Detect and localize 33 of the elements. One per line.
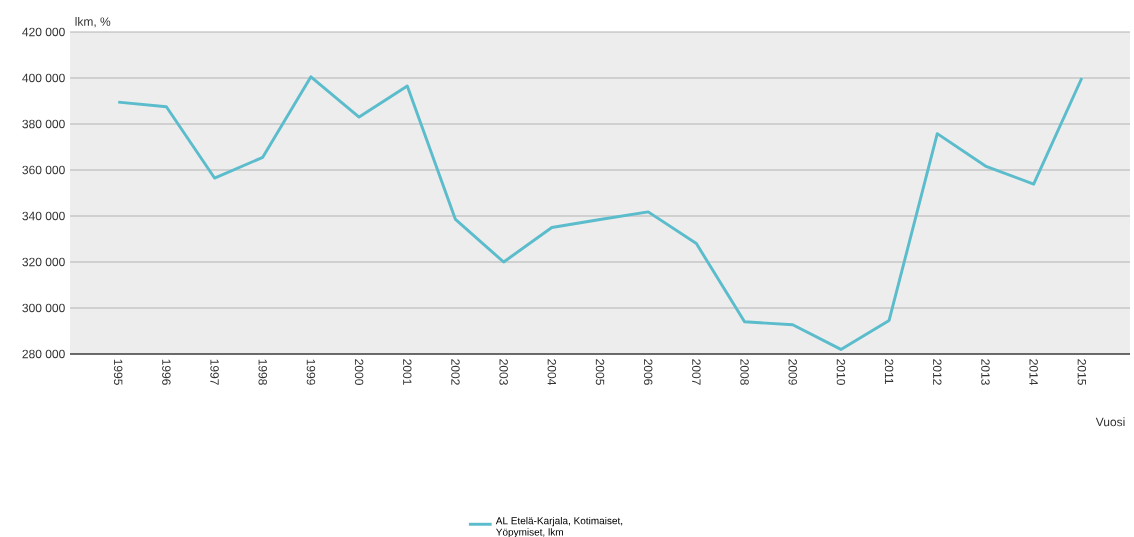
- y-tick-label: 420 000: [22, 27, 65, 37]
- x-tick-label: 2013: [981, 359, 990, 385]
- y-tick-label: 380 000: [22, 119, 65, 129]
- x-axis-title: Vuosi: [1095, 417, 1125, 427]
- y-tick-label: 280 000: [22, 349, 65, 359]
- x-tick-label: 2014: [1029, 359, 1038, 386]
- legend-label: AL Etelä-Karjala, Kotimaiset, Yöpymiset, lkm: [495, 516, 623, 537]
- y-tick-label: 300 000: [22, 303, 65, 313]
- x-tick-label: 1998: [258, 359, 267, 385]
- y-tick-label: 360 000: [22, 165, 65, 175]
- x-tick-label: 2000: [354, 359, 364, 385]
- x-tick-label: 2003: [499, 359, 508, 385]
- x-tick-label: 2011: [884, 359, 894, 384]
- y-tick-label: 340 000: [22, 211, 65, 221]
- x-tick-label: 1995: [113, 359, 123, 385]
- line-series: [116, 75, 1084, 351]
- x-tick-label: 2004: [547, 359, 557, 386]
- x-tick-label: 2015: [1077, 359, 1087, 385]
- y-tick-label: 400 000: [22, 73, 65, 83]
- y-tick-label: 320 000: [22, 257, 65, 267]
- x-tick-label: 2006: [643, 359, 653, 385]
- x-tick-label: 2007: [692, 359, 701, 385]
- x-tick-label: 2001: [403, 359, 412, 385]
- x-tick-label: 2005: [595, 359, 605, 385]
- x-tick-label: 2008: [740, 359, 749, 385]
- x-tick-label: 1996: [162, 359, 171, 385]
- x-tick-label: 2002: [451, 359, 460, 385]
- y-axis-title: lkm, %: [75, 17, 111, 28]
- x-tick-label: 2009: [788, 359, 797, 385]
- x-tick-label: 2012: [933, 359, 942, 385]
- x-tick-label: 2010: [836, 359, 846, 385]
- x-tick-label: 1999: [306, 359, 316, 385]
- x-tick-label: 1997: [210, 359, 219, 385]
